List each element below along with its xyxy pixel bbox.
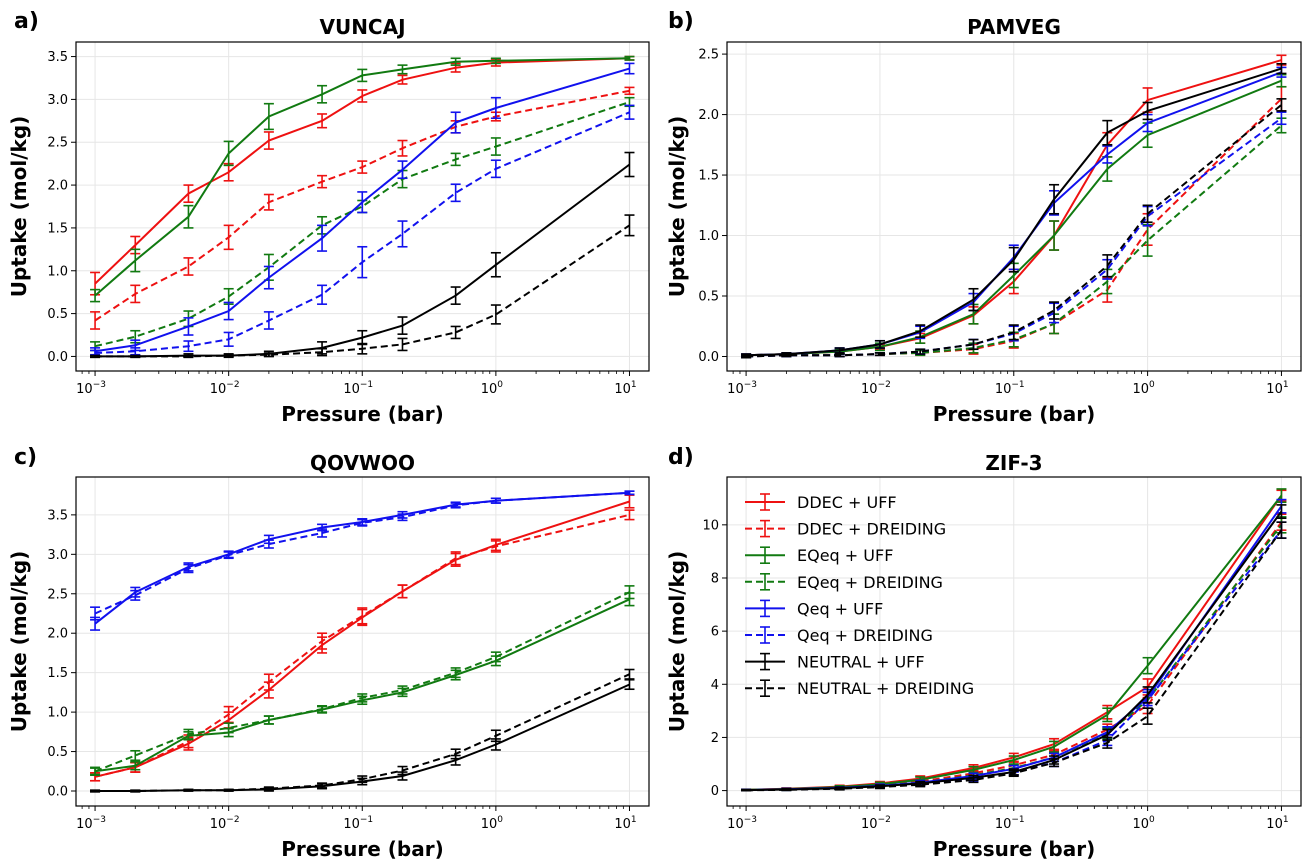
series-line <box>746 104 1283 358</box>
y-axis-label: Uptake (mol/kg) <box>7 116 31 298</box>
y-tick-label: 1.0 <box>47 264 68 279</box>
y-tick-label: 2.0 <box>47 627 68 642</box>
x-tick-label: 10−2 <box>861 815 891 832</box>
y-tick-label: 2.5 <box>47 587 68 602</box>
x-tick-label: 10−3 <box>76 815 106 832</box>
panel-title: VUNCAJ <box>319 15 405 39</box>
y-tick-label: 2.0 <box>698 108 719 123</box>
x-axis-label: Pressure (bar) <box>933 837 1095 860</box>
x-tick-label: 10−3 <box>727 815 757 832</box>
legend-label: DDEC + DREIDING <box>797 520 946 539</box>
legend-label: EQeq + DREIDING <box>797 573 943 592</box>
y-tick-label: 3.0 <box>47 93 68 108</box>
series-line <box>95 673 630 792</box>
series-line <box>746 529 1283 792</box>
plot-frame <box>75 41 650 372</box>
y-tick-label: 1.0 <box>698 229 719 244</box>
y-tick-label: 0.0 <box>698 350 719 365</box>
x-tick-label: 101 <box>614 380 636 397</box>
y-tick-label: 1.5 <box>47 666 68 681</box>
series-group <box>741 54 1287 359</box>
y-tick-label: 8 <box>711 571 719 586</box>
x-tick-label: 101 <box>614 815 636 832</box>
legend-label: NEUTRAL + UFF <box>797 653 925 672</box>
series-line <box>94 101 630 348</box>
chart-panel-2: 0.0 0.5 1.0 1.5 2.0 2.5 10−3 10−2 10−1 100 101 b) PA… <box>665 9 1302 426</box>
legend-label: Qeq + DREIDING <box>797 626 933 645</box>
y-tick-label: 3.5 <box>47 508 68 523</box>
x-tick-label: 100 <box>1132 815 1155 832</box>
y-tick-label: 1.0 <box>47 706 68 721</box>
x-tick-label: 100 <box>481 380 504 397</box>
y-tick-label: 2.0 <box>47 179 68 194</box>
x-tick-label: 100 <box>1132 380 1155 397</box>
x-tick-label: 101 <box>1266 380 1288 397</box>
x-tick-label: 10−1 <box>343 815 373 832</box>
panel-title: PAMVEG <box>967 15 1061 39</box>
panel-letter: a) <box>14 9 39 34</box>
x-tick-label: 10−1 <box>995 815 1025 832</box>
series-line <box>746 98 1283 358</box>
y-tick-label: 0.5 <box>47 307 68 322</box>
y-tick-label: 3.5 <box>47 50 68 65</box>
y-tick-label: 0.0 <box>47 350 68 365</box>
y-tick-label: 10 <box>702 518 719 533</box>
legend: DDEC + UFF DDEC + DREIDING EQeq + UFF EQeq … <box>745 493 974 698</box>
x-tick-label: 10−3 <box>76 380 106 397</box>
legend-label: NEUTRAL + DREIDING <box>797 679 974 698</box>
y-axis-label: Uptake (mol/kg) <box>665 551 689 733</box>
x-tick-label: 10−2 <box>861 380 891 397</box>
y-tick-label: 2.5 <box>698 48 719 63</box>
y-tick-label: 4 <box>711 678 719 693</box>
plot-frame <box>75 476 650 807</box>
panel-title: QOVWOO <box>310 451 415 475</box>
y-tick-label: 0.5 <box>47 745 68 760</box>
y-tick-label: 0 <box>711 784 719 799</box>
x-tick-label: 10−1 <box>995 380 1025 397</box>
panel-title: ZIF-3 <box>985 451 1042 475</box>
x-tick-label: 10−3 <box>727 380 757 397</box>
legend-label: Qeq + UFF <box>797 599 883 618</box>
x-tick-label: 10−2 <box>210 815 240 832</box>
y-axis-label: Uptake (mol/kg) <box>665 116 689 298</box>
x-tick-label: 100 <box>481 815 504 832</box>
chart-panel-1: 0.0 0.5 1.0 1.5 2.0 2.5 3.0 3.5 10−3 10−2 10−1 100 1… <box>7 9 650 426</box>
x-tick-label: 101 <box>1266 815 1288 832</box>
y-tick-label: 0.5 <box>698 290 719 305</box>
series-group <box>741 488 1287 792</box>
panel-letter: b) <box>668 9 694 34</box>
x-axis-label: Pressure (bar) <box>933 402 1095 426</box>
x-tick-label: 10−1 <box>343 380 373 397</box>
y-tick-label: 0.0 <box>47 785 68 800</box>
plot-frame <box>726 476 1302 807</box>
series-group <box>90 490 635 793</box>
y-tick-label: 2 <box>711 731 719 746</box>
plot-frame <box>726 41 1302 372</box>
series-group <box>90 55 635 359</box>
x-axis-label: Pressure (bar) <box>281 402 443 426</box>
y-tick-label: 1.5 <box>698 169 719 184</box>
chart-panel-4: 0 2 4 6 8 10 10−3 10−2 10−1 100 101 d) ZIF-3 Pressure… <box>665 445 1302 860</box>
panel-letter: d) <box>668 445 694 470</box>
y-axis-label: Uptake (mol/kg) <box>7 551 31 733</box>
y-tick-label: 2.5 <box>47 136 68 151</box>
y-tick-label: 3.0 <box>47 548 68 563</box>
series-line <box>746 124 1283 358</box>
legend-label: DDEC + UFF <box>797 493 897 512</box>
chart-panel-3: 0.0 0.5 1.0 1.5 2.0 2.5 3.0 3.5 10−3 10−2 10−1 100 1… <box>7 445 650 860</box>
y-tick-label: 6 <box>711 625 719 640</box>
panel-letter: c) <box>14 445 37 470</box>
x-axis-label: Pressure (bar) <box>281 837 443 860</box>
x-tick-label: 10−2 <box>210 380 240 397</box>
series-line <box>95 224 631 358</box>
legend-label: EQeq + UFF <box>797 546 893 565</box>
y-tick-label: 1.5 <box>47 221 68 236</box>
